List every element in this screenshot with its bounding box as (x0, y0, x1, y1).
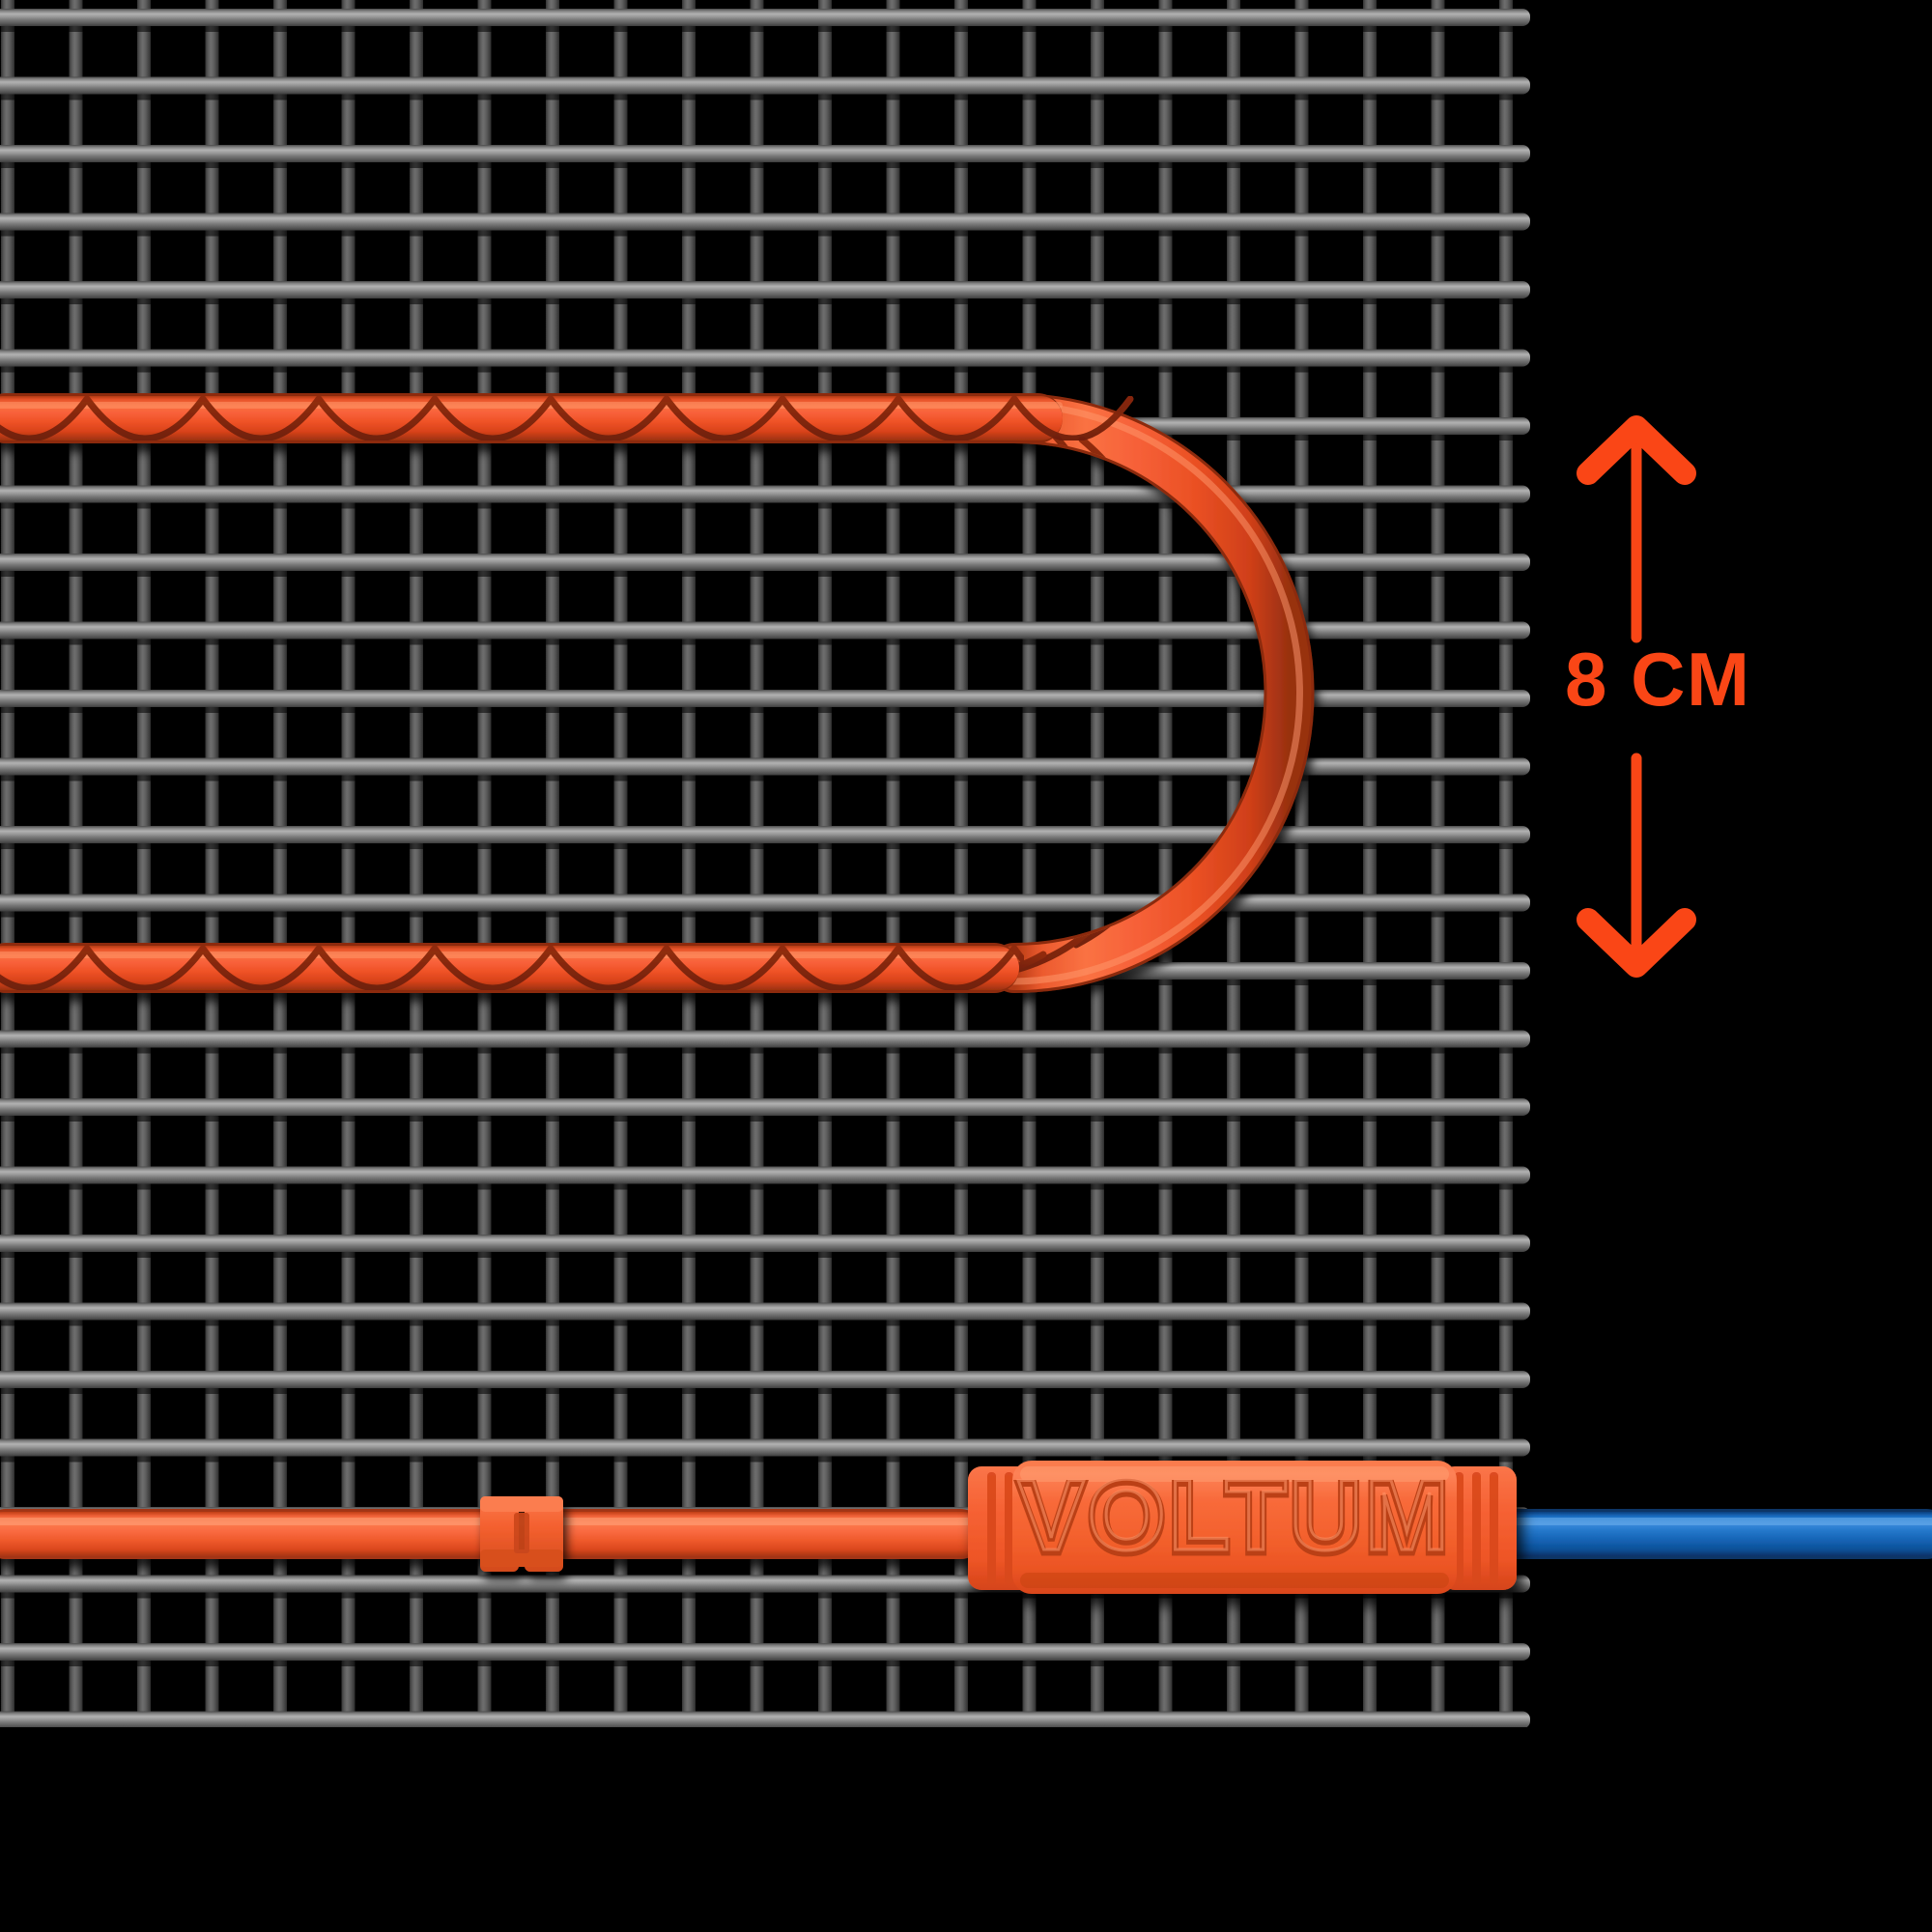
mesh-horizontal-strand (0, 826, 1530, 843)
mesh-horizontal-strand (0, 1371, 1530, 1388)
mesh-vertical-strand (341, 0, 355, 1727)
mesh-horizontal-strand (0, 1235, 1530, 1252)
mesh-vertical-strand (750, 0, 764, 1727)
mesh-horizontal-strand (0, 1643, 1530, 1661)
mesh-horizontal-strand (0, 213, 1530, 231)
heating-cable-loop (989, 393, 1315, 993)
mesh-vertical-strand (410, 0, 423, 1727)
connector-right-ribs (1455, 1472, 1498, 1584)
mesh-vertical-strand (954, 0, 968, 1727)
mesh-horizontal-strand (0, 1030, 1530, 1048)
dimension-arrow-down (1577, 753, 1696, 978)
top-run-helix-grooves (0, 395, 1134, 442)
mesh-horizontal-strand (0, 621, 1530, 639)
mesh-vertical-strand (546, 0, 559, 1727)
mesh-vertical-strand (818, 0, 832, 1727)
cold-lead-blue (1488, 1509, 1932, 1559)
cold-lead-assembly: VOLTUM VOLTUM (0, 1459, 1932, 1594)
voltum-wordmark-engrave: VOLTUM (1017, 1463, 1451, 1575)
mesh-horizontal-strand (0, 76, 1530, 95)
voltum-connector: VOLTUM VOLTUM (968, 1459, 1517, 1594)
bottom-run-helix-grooves (0, 945, 1057, 992)
mesh-vertical-strand (613, 0, 628, 1727)
cable-clip (480, 1496, 563, 1572)
mesh-horizontal-strand (0, 349, 1530, 367)
voltum-wordmark-highlight: VOLTUM (1017, 1460, 1451, 1572)
dimension-arrow-up (1577, 415, 1696, 643)
dimension-label: 8 CM (1565, 637, 1751, 722)
mesh-vertical-strand (886, 0, 900, 1727)
mesh-vertical-strand (273, 0, 287, 1727)
mesh-horizontal-strand (0, 554, 1530, 571)
mesh-horizontal-strand (0, 1098, 1530, 1116)
mesh-vertical-strand (69, 0, 83, 1727)
mesh-horizontal-strand (0, 485, 1530, 503)
mesh-vertical-strand (137, 0, 151, 1727)
voltum-wordmark: VOLTUM VOLTUM (1014, 1459, 1452, 1578)
mesh-vertical-strand (477, 0, 492, 1727)
mesh-horizontal-strand (0, 894, 1530, 912)
mesh-horizontal-strand (0, 145, 1530, 162)
mesh-horizontal-strand (0, 1302, 1530, 1321)
mesh-horizontal-strand (0, 1166, 1530, 1184)
mesh-horizontal-strand (0, 1711, 1530, 1727)
mesh-vertical-strand (205, 0, 219, 1727)
mesh-horizontal-strand (0, 690, 1530, 707)
mesh-horizontal-strand (0, 1438, 1530, 1457)
heating-cable-assembly (0, 393, 1315, 993)
mesh-vertical-strand (1, 0, 14, 1727)
mesh-vertical-strand (682, 0, 696, 1727)
mesh-horizontal-strand (0, 757, 1530, 776)
heating-cable-bottom-run (0, 943, 1057, 993)
mesh-horizontal-strand (0, 281, 1530, 298)
mesh-horizontal-strand (0, 9, 1530, 26)
dimension-annotation-8cm (1577, 415, 1696, 978)
heating-cable-top-run (0, 393, 1134, 443)
